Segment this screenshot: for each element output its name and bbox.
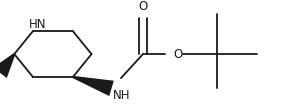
Text: O: O xyxy=(174,48,183,61)
Text: HN: HN xyxy=(29,19,46,31)
Polygon shape xyxy=(73,76,114,96)
Polygon shape xyxy=(0,53,15,78)
Text: O: O xyxy=(138,0,148,13)
Text: NH: NH xyxy=(113,89,130,102)
